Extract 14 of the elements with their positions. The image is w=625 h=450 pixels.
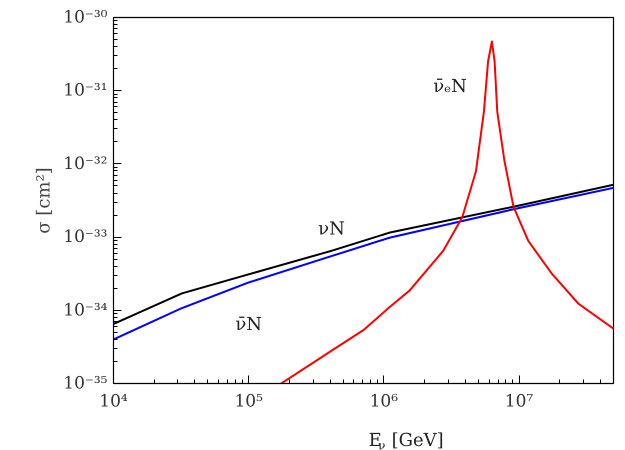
x-tick-label: 10⁶: [370, 392, 398, 412]
y-tick-label: 10⁻³⁵: [63, 374, 108, 394]
series-label: νN: [318, 218, 345, 240]
y-tick-label: 10⁻³⁰: [63, 8, 108, 28]
y-tick-label: 10⁻³³: [63, 227, 108, 248]
y-axis-title: σ [cm²]: [33, 167, 54, 234]
series-label: ν̄N: [235, 314, 262, 335]
y-tick-label: 10⁻³⁴: [63, 300, 108, 320]
y-tick-label: 10⁻³¹: [63, 80, 108, 101]
x-tick-label: 10⁴: [99, 392, 128, 412]
x-tick-label: 10⁵: [234, 392, 264, 412]
x-tick-label: 10⁷: [504, 392, 534, 412]
y-tick-label: 10⁻³²: [63, 154, 108, 174]
series-label: ν̄ₑN: [433, 76, 467, 97]
